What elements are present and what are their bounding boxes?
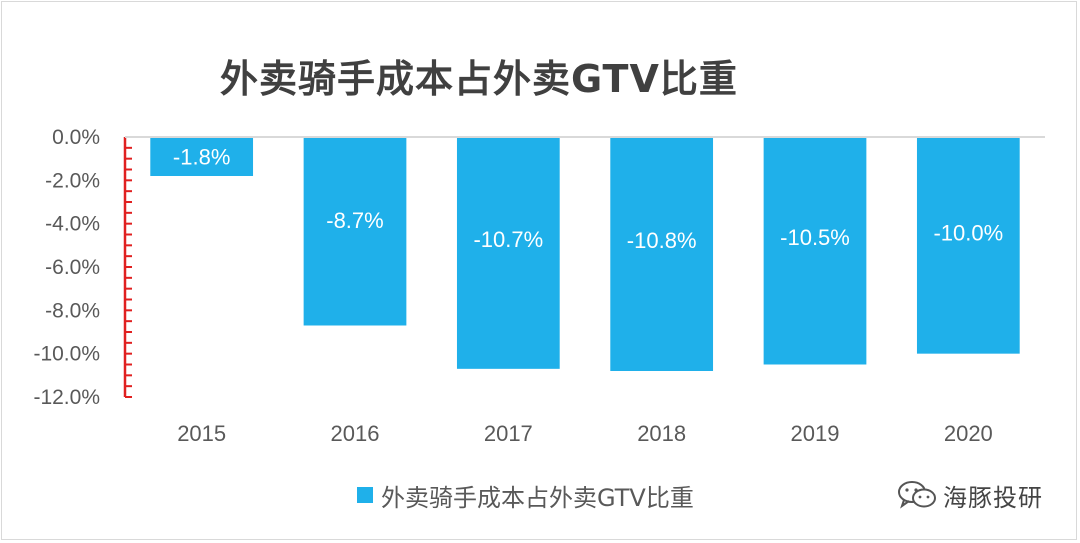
x-tick-label: 2018: [637, 421, 686, 446]
y-tick-label: -2.0%: [45, 169, 100, 192]
y-tick-label: -10.0%: [33, 343, 100, 366]
brand-label: 海豚投研: [943, 483, 1043, 512]
chart-legend: 外卖骑手成本占外卖GTV比重: [357, 478, 694, 512]
y-tick-label: -4.0%: [45, 213, 100, 236]
y-tick-label: 0.0%: [52, 126, 100, 149]
data-label: -10.7%: [473, 227, 543, 252]
bar: [303, 137, 407, 326]
x-tick-label: 2017: [484, 421, 533, 446]
x-tick-label: 2020: [944, 421, 993, 446]
y-tick-label: -12.0%: [33, 386, 100, 409]
data-label: -1.8%: [173, 145, 230, 170]
data-label: -8.7%: [326, 208, 383, 233]
data-label: -10.8%: [627, 228, 697, 253]
bar: [610, 137, 714, 371]
legend-swatch: [357, 487, 373, 503]
x-tick-label: 2016: [331, 421, 380, 446]
data-label: -10.5%: [780, 225, 850, 250]
chart-title: 外卖骑手成本占外卖GTV比重: [220, 57, 738, 101]
wechat-icon: [898, 481, 936, 509]
x-tick-label: 2015: [177, 421, 226, 446]
bar: [763, 137, 867, 365]
data-label: -10.0%: [933, 220, 1003, 245]
x-tick-label: 2019: [791, 421, 840, 446]
bar: [456, 137, 560, 369]
y-tick-label: -6.0%: [45, 256, 100, 279]
y-tick-label: -8.0%: [45, 299, 100, 322]
legend-label: 外卖骑手成本占外卖GTV比重: [381, 483, 694, 512]
bar: [916, 137, 1020, 354]
bar: [150, 137, 254, 176]
brand-watermark: 海豚投研: [897, 476, 1043, 514]
bar-chart: 0.0% -2.0% -4.0% -6.0% -8.0% -10.0% -12.0% -1.8…: [33, 126, 1045, 446]
